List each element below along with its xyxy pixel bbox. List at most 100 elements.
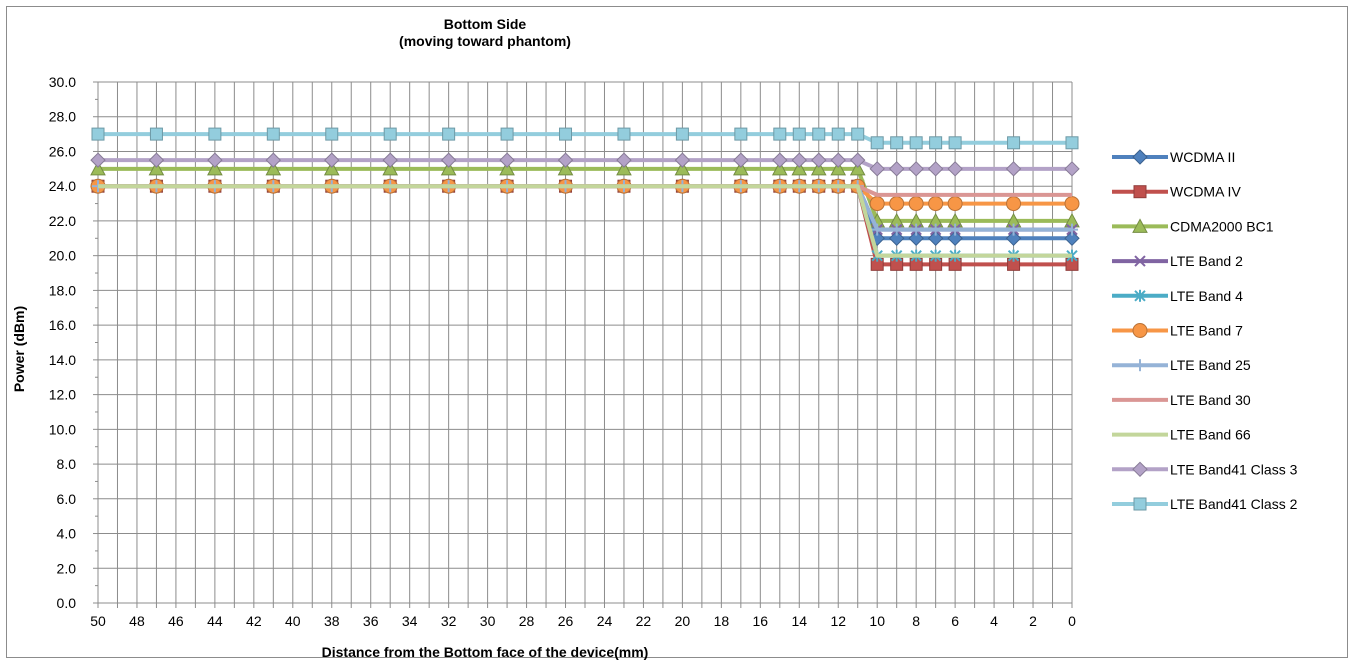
legend-label: LTE Band41 Class 3: [1170, 461, 1298, 477]
legend-swatch-marker: [1132, 218, 1148, 233]
data-point: [869, 161, 885, 177]
data-point: [909, 136, 923, 150]
data-point: [734, 127, 748, 141]
legend-label: LTE Band 4: [1170, 288, 1243, 304]
x-tick-label: 4: [990, 613, 998, 629]
data-point: [851, 127, 865, 141]
data-point: [616, 160, 632, 176]
y-tick-label: 6.0: [57, 491, 77, 507]
data-point: [207, 152, 223, 168]
data-point: [1006, 196, 1022, 212]
data-point: [148, 152, 165, 168]
x-tick-label: 32: [441, 613, 457, 629]
y-tick-label: 28.0: [49, 109, 76, 125]
legend: WCDMA II WCDMA IV CDMA2000 BC1 LTE Band 2 LT…: [1112, 149, 1298, 512]
data-point: [947, 196, 963, 212]
x-stroke: [1134, 255, 1146, 267]
y-tick-label: 20.0: [49, 248, 76, 264]
series-lte-band41-class-3: [90, 152, 1080, 177]
legend-label: WCDMA IV: [1170, 184, 1241, 200]
data-point: [1007, 136, 1021, 150]
data-point: [149, 127, 163, 141]
legend-label: LTE Band 30: [1170, 392, 1251, 408]
legend-label: LTE Band 66: [1170, 427, 1251, 443]
x-tick-label: 24: [597, 613, 613, 629]
data-point: [383, 127, 397, 141]
data-point: [850, 152, 866, 168]
data-point: [1064, 196, 1080, 212]
y-tick-label: 24.0: [49, 178, 76, 194]
series-line: [98, 184, 1072, 258]
legend-item-lte-band41-class-2: LTE Band41 Class 2: [1112, 496, 1298, 512]
data-point: [442, 127, 456, 141]
data-point: [910, 223, 923, 236]
legend-swatch-marker: [1132, 323, 1148, 338]
data-point: [90, 152, 106, 168]
x-tick-label: 46: [168, 613, 184, 629]
data-point: [830, 160, 847, 176]
x-tick-label: 30: [480, 613, 496, 629]
y-tick-label: 12.0: [49, 387, 76, 403]
data-point: [675, 127, 689, 141]
legend-item-lte-band-4: LTE Band 4: [1112, 288, 1243, 304]
data-point: [772, 152, 788, 168]
chart-subtitle: (moving toward phantom): [399, 33, 571, 49]
x-tick-label: 0: [1068, 613, 1076, 629]
data-point: [849, 160, 866, 176]
data-point: [1064, 161, 1080, 177]
x-tick-label: 26: [558, 613, 574, 629]
legend-label: LTE Band 2: [1170, 253, 1243, 269]
data-point: [871, 223, 884, 236]
data-point: [810, 160, 827, 176]
data-point: [440, 152, 457, 168]
legend-item-lte-band-30: LTE Band 30: [1112, 392, 1251, 408]
data-point: [91, 127, 105, 141]
data-point: [617, 127, 631, 141]
data-point: [869, 196, 885, 212]
data-point: [947, 161, 963, 177]
legend-swatch-marker: [1132, 461, 1148, 478]
legend-item-wcdma-iv: WCDMA IV: [1112, 184, 1241, 200]
legend-item-lte-band-2: LTE Band 2: [1112, 253, 1243, 269]
data-point: [927, 161, 944, 177]
x-tick-label: 6: [951, 613, 959, 629]
x-tick-label: 20: [675, 613, 691, 629]
data-point: [947, 230, 963, 247]
legend-label: WCDMA II: [1170, 149, 1235, 165]
x-tick-label: 44: [207, 613, 223, 629]
legend-swatch-marker: [1134, 359, 1146, 372]
data-point: [323, 160, 340, 176]
y-tick-label: 22.0: [49, 213, 76, 229]
series-cdma2000-bc1: [90, 160, 1080, 228]
x-axis-title: Distance from the Bottom face of the dev…: [322, 644, 649, 660]
data-point: [888, 230, 905, 247]
x-tick-label: 14: [791, 613, 807, 629]
x-tick-label: 10: [869, 613, 885, 629]
legend-item-lte-band-66: LTE Band 66: [1112, 427, 1251, 443]
x-tick-label: 34: [402, 613, 418, 629]
data-point: [791, 160, 808, 176]
x-tick-label: 42: [246, 613, 262, 629]
data-point: [773, 127, 787, 141]
data-point: [831, 127, 845, 141]
legend-label: CDMA2000 BC1: [1170, 218, 1274, 234]
data-point: [500, 127, 514, 141]
legend-swatch-marker: [1134, 255, 1146, 267]
data-point: [792, 127, 806, 141]
data-point: [616, 152, 632, 168]
data-point: [265, 160, 282, 176]
data-point: [733, 160, 749, 176]
data-point: [1064, 230, 1080, 247]
data-point: [1066, 223, 1078, 236]
data-point: [557, 152, 574, 168]
data-point: [559, 127, 573, 141]
data-point: [265, 152, 282, 168]
data-point: [674, 160, 691, 176]
data-point: [771, 160, 788, 176]
y-tick-label: 14.0: [49, 352, 76, 368]
x-tick-label: 28: [519, 613, 535, 629]
legend-swatch-marker: [1133, 497, 1147, 511]
data-point: [1005, 161, 1022, 177]
data-point: [207, 160, 223, 176]
